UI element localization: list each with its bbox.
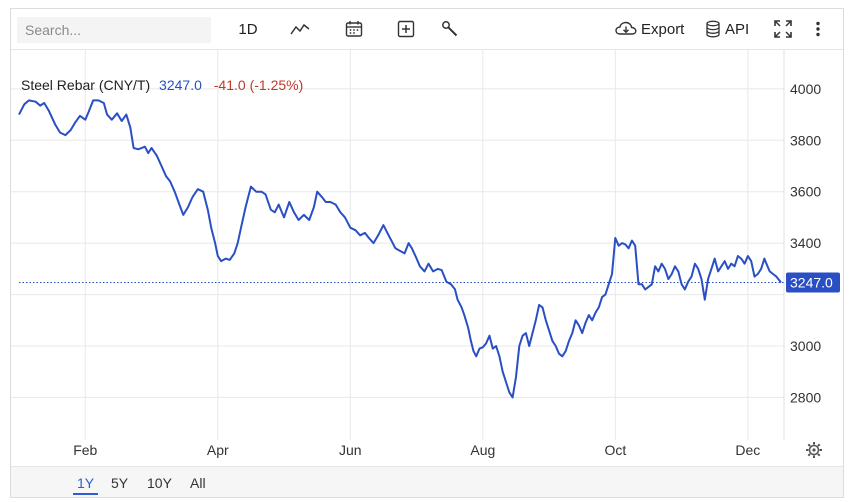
search-input[interactable] — [17, 17, 211, 43]
x-tick-label: Jun — [339, 442, 362, 458]
database-icon — [706, 20, 720, 38]
range-button-10y[interactable]: 10Y — [147, 475, 172, 491]
y-tick-label: 3000 — [790, 338, 821, 354]
range-button-1y[interactable]: 1Y — [73, 473, 99, 495]
fullscreen-icon[interactable] — [771, 15, 795, 43]
x-tick-label: Dec — [735, 442, 760, 458]
series-line — [18, 99, 782, 399]
legend: Steel Rebar (CNY/T) 3247.0 -41.0 (-1.25%… — [21, 77, 303, 93]
x-tick-label: Apr — [207, 442, 229, 458]
cloud-download-icon — [615, 21, 637, 35]
wrench-icon[interactable] — [437, 15, 463, 43]
legend-change: -41.0 (-1.25%) — [214, 77, 303, 93]
interval-button[interactable]: 1D — [238, 20, 258, 38]
last-price-tag: 3247.0 — [786, 272, 840, 293]
y-tick-label: 3400 — [790, 235, 821, 251]
api-label: API — [725, 20, 750, 38]
export-button[interactable]: Export — [615, 15, 691, 43]
settings-icon[interactable] — [806, 442, 822, 458]
line-chart-icon[interactable] — [287, 15, 313, 43]
y-tick-label: 3800 — [790, 132, 821, 148]
export-label: Export — [641, 20, 685, 38]
add-indicator-icon[interactable] — [393, 15, 419, 43]
chart-widget: 1D — [10, 8, 844, 498]
x-tick-label: Aug — [470, 442, 495, 458]
x-tick-label: Oct — [604, 442, 626, 458]
chart-area: 2800 3000 3400 3600 3800 4000 Feb Apr Jun Aug Oct… — [11, 50, 843, 458]
y-tick-label: 2800 — [790, 389, 821, 405]
x-tick-label: Feb — [73, 442, 97, 458]
price-chart[interactable]: 2800 3000 3400 3600 3800 4000 Feb Apr Jun Aug Oct… — [11, 50, 843, 458]
range-button-all[interactable]: All — [190, 475, 206, 491]
api-button[interactable]: API — [705, 15, 753, 43]
calendar-icon[interactable] — [341, 15, 367, 43]
y-tick-label: 4000 — [790, 81, 821, 97]
y-tick-label: 3600 — [790, 184, 821, 200]
svg-text:3247.0: 3247.0 — [790, 274, 833, 290]
range-button-5y[interactable]: 5Y — [111, 475, 129, 491]
toolbar: 1D — [11, 9, 843, 50]
range-selector: 1Y 5Y 10Y All — [11, 466, 843, 497]
legend-series-name: Steel Rebar (CNY/T) — [21, 77, 150, 93]
more-options-icon[interactable] — [809, 15, 827, 43]
legend-last-value: 3247.0 — [159, 77, 202, 93]
